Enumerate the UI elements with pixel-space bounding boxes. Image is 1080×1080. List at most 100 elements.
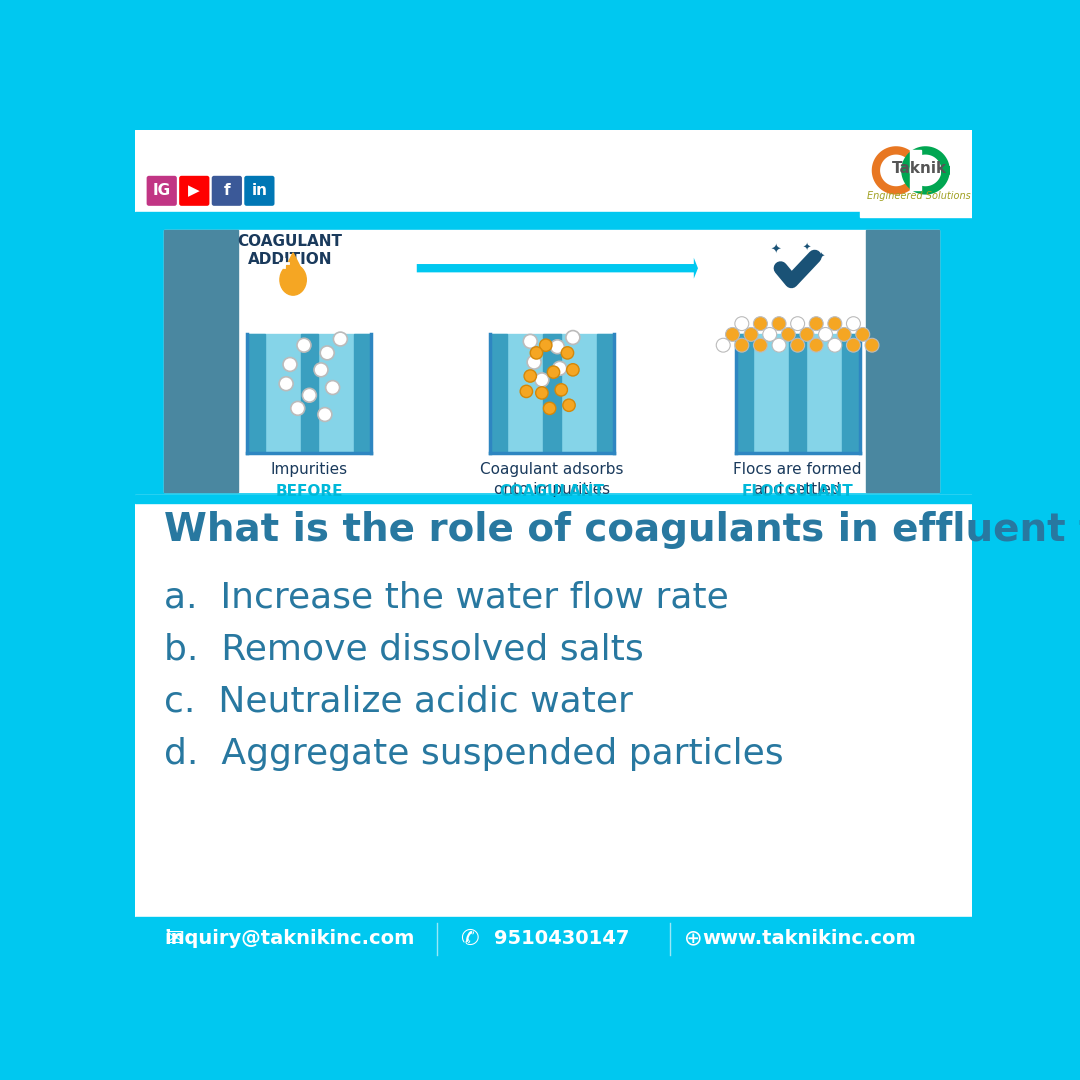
Circle shape	[540, 339, 552, 351]
Circle shape	[291, 402, 305, 416]
Circle shape	[855, 327, 869, 341]
Circle shape	[321, 346, 334, 360]
FancyBboxPatch shape	[244, 176, 274, 206]
Circle shape	[302, 389, 316, 402]
Circle shape	[781, 327, 795, 341]
Text: ✆: ✆	[460, 929, 480, 949]
Text: f: f	[224, 184, 230, 199]
Bar	[735, 334, 860, 453]
Circle shape	[527, 355, 541, 369]
Text: 9510430147: 9510430147	[494, 930, 629, 948]
Bar	[135, 212, 972, 226]
Circle shape	[297, 338, 311, 352]
Circle shape	[809, 316, 823, 330]
Circle shape	[772, 338, 786, 352]
Bar	[860, 141, 974, 217]
Bar	[135, 226, 972, 499]
Circle shape	[521, 386, 532, 397]
Text: ✉: ✉	[166, 929, 185, 949]
Text: COAGULANT
ADDITION: COAGULANT ADDITION	[238, 233, 342, 267]
Circle shape	[314, 363, 328, 377]
Bar	[300, 334, 318, 453]
Bar	[596, 334, 613, 453]
Circle shape	[563, 400, 576, 411]
Text: Impurities: Impurities	[271, 462, 348, 477]
Text: ▶: ▶	[188, 184, 200, 199]
Circle shape	[865, 338, 879, 352]
Text: Flocs are formed
and settled: Flocs are formed and settled	[733, 462, 862, 497]
Circle shape	[734, 338, 748, 352]
Circle shape	[828, 338, 841, 352]
Circle shape	[726, 327, 740, 341]
Circle shape	[791, 316, 805, 330]
Bar	[490, 334, 613, 453]
Circle shape	[809, 338, 823, 352]
Circle shape	[762, 327, 777, 341]
Circle shape	[548, 366, 559, 378]
Circle shape	[530, 347, 542, 359]
Bar	[247, 334, 372, 453]
Bar	[164, 230, 238, 491]
Circle shape	[524, 369, 537, 382]
Polygon shape	[285, 253, 301, 268]
Circle shape	[318, 407, 332, 421]
Circle shape	[566, 330, 580, 345]
Text: ✦: ✦	[771, 244, 781, 257]
Bar	[135, 917, 972, 961]
Circle shape	[791, 338, 805, 352]
Bar	[247, 334, 265, 453]
Circle shape	[555, 383, 567, 396]
Circle shape	[536, 387, 548, 400]
Circle shape	[543, 402, 556, 415]
Text: BEFORE: BEFORE	[275, 484, 343, 499]
Text: c.  Neutralize acidic water: c. Neutralize acidic water	[164, 685, 633, 719]
Bar	[490, 334, 508, 453]
Circle shape	[716, 338, 730, 352]
Bar	[910, 150, 921, 190]
Text: in: in	[252, 184, 268, 199]
Circle shape	[279, 377, 293, 391]
Text: Taknik: Taknik	[892, 161, 947, 176]
Text: What is the role of coagulants in effluent treatment?: What is the role of coagulants in efflue…	[164, 511, 1080, 549]
Circle shape	[551, 340, 565, 353]
Circle shape	[562, 347, 573, 359]
Circle shape	[744, 327, 758, 341]
Circle shape	[326, 380, 339, 394]
Bar	[164, 230, 940, 491]
Bar	[135, 130, 972, 214]
Bar	[866, 230, 940, 491]
Text: www.taknikinc.com: www.taknikinc.com	[702, 930, 916, 948]
Text: ⊕: ⊕	[684, 929, 702, 949]
Circle shape	[524, 335, 537, 348]
Circle shape	[535, 373, 549, 387]
Circle shape	[837, 327, 851, 341]
Circle shape	[567, 364, 579, 376]
FancyBboxPatch shape	[147, 176, 177, 206]
Circle shape	[772, 316, 786, 330]
Circle shape	[847, 338, 861, 352]
FancyBboxPatch shape	[212, 176, 242, 206]
Circle shape	[553, 362, 567, 375]
Text: FLOCCULANT: FLOCCULANT	[742, 484, 853, 499]
Text: Coagulant adsorbs
onto impurities: Coagulant adsorbs onto impurities	[481, 462, 624, 497]
Bar	[789, 334, 807, 453]
Circle shape	[828, 316, 841, 330]
Text: d.  Aggregate suspended particles: d. Aggregate suspended particles	[164, 738, 784, 771]
Bar	[543, 334, 561, 453]
Circle shape	[283, 357, 297, 372]
Circle shape	[754, 316, 768, 330]
Bar	[842, 334, 860, 453]
Circle shape	[800, 327, 814, 341]
Text: ✦: ✦	[802, 242, 811, 253]
Bar	[354, 334, 372, 453]
Bar	[735, 334, 753, 453]
FancyBboxPatch shape	[179, 176, 210, 206]
Circle shape	[847, 316, 861, 330]
Text: inquiry@taknikinc.com: inquiry@taknikinc.com	[165, 930, 415, 948]
Circle shape	[819, 327, 833, 341]
Circle shape	[754, 338, 768, 352]
Text: b.  Remove dissolved salts: b. Remove dissolved salts	[164, 633, 644, 666]
Text: ✦: ✦	[818, 251, 824, 259]
Ellipse shape	[280, 265, 307, 295]
Circle shape	[734, 316, 748, 330]
